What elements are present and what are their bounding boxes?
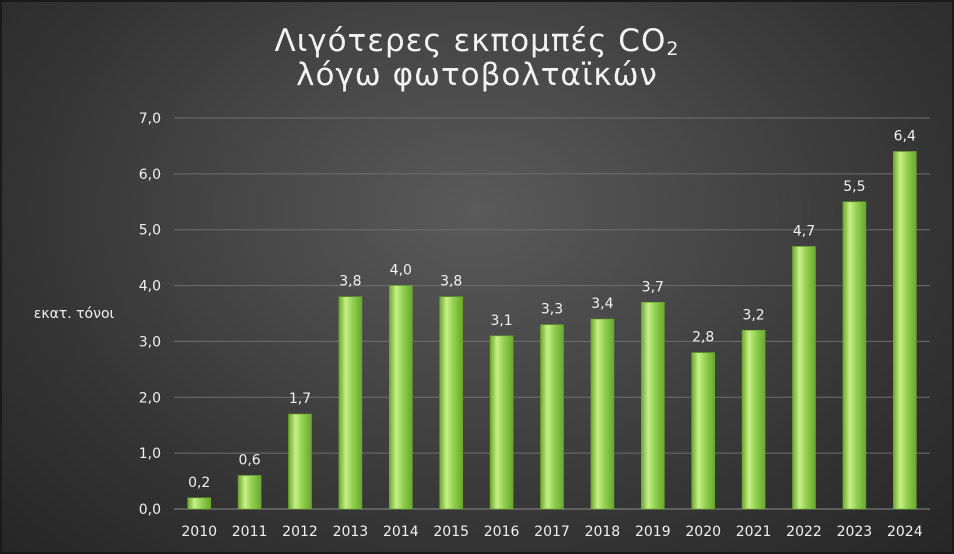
x-tick-label-2012: 2012 bbox=[282, 524, 318, 540]
data-label-2012: 1,7 bbox=[289, 391, 311, 407]
x-tick-label-2024: 2024 bbox=[887, 524, 923, 540]
x-tick-label-2014: 2014 bbox=[383, 524, 419, 540]
y-tick-label: 5,0 bbox=[139, 223, 161, 239]
x-tick-label-2022: 2022 bbox=[786, 524, 822, 540]
y-tick-label: 1,0 bbox=[139, 446, 161, 462]
x-tick-label-2013: 2013 bbox=[333, 524, 369, 540]
x-tick-label-2017: 2017 bbox=[534, 524, 570, 540]
bar-2017 bbox=[540, 324, 564, 510]
y-tick-label: 7,0 bbox=[139, 111, 161, 127]
data-label-2017: 3,3 bbox=[541, 302, 563, 318]
bar-2011 bbox=[237, 475, 262, 510]
chart-title-line2: λόγω φωτοβολταϊκών bbox=[296, 57, 658, 93]
data-label-2014: 4,0 bbox=[390, 263, 412, 279]
data-label-2022: 4,7 bbox=[793, 223, 815, 239]
bar-2021 bbox=[741, 329, 766, 510]
y-tick-label: 3,0 bbox=[139, 334, 161, 350]
bar-2022 bbox=[792, 246, 816, 510]
data-label-2019: 3,7 bbox=[642, 279, 664, 295]
data-label-2018: 3,4 bbox=[591, 296, 613, 312]
y-tick-label: 4,0 bbox=[139, 279, 161, 295]
data-label-2013: 3,8 bbox=[339, 274, 361, 290]
bar-layer bbox=[187, 151, 917, 510]
x-tick-label-2010: 2010 bbox=[181, 524, 217, 540]
bar-2015 bbox=[439, 296, 464, 510]
data-label-2010: 0,2 bbox=[188, 475, 210, 491]
bar-2010 bbox=[187, 497, 211, 510]
x-tick-label-2019: 2019 bbox=[635, 524, 671, 540]
bar-2016 bbox=[489, 335, 514, 510]
y-tick-label: 6,0 bbox=[139, 167, 161, 183]
bar-2023 bbox=[842, 201, 867, 510]
label-layer: 0,0 1,0 2,0 3,0 4,0 5,0 6,0 7,0 0,2 2010 0,6 2011 1,… bbox=[139, 111, 923, 540]
y-axis-label: εκατ. τόνοι bbox=[34, 306, 115, 322]
x-tick-label-2021: 2021 bbox=[736, 524, 772, 540]
x-tick-label-2020: 2020 bbox=[685, 524, 721, 540]
bar-2020 bbox=[691, 352, 716, 510]
data-label-2011: 0,6 bbox=[238, 452, 260, 468]
x-tick-label-2023: 2023 bbox=[837, 524, 873, 540]
data-label-2016: 3,1 bbox=[490, 313, 512, 329]
y-tick-label: 2,0 bbox=[139, 390, 161, 406]
data-label-2024: 6,4 bbox=[894, 129, 916, 145]
bar-2024 bbox=[892, 151, 917, 510]
bar-2012 bbox=[288, 413, 312, 510]
chart-title-main: Λιγότερες εκπομπές CO bbox=[274, 23, 667, 59]
chart-title-subscript: 2 bbox=[666, 38, 680, 60]
bar-2018 bbox=[590, 318, 615, 510]
bar-2019 bbox=[640, 302, 665, 510]
x-tick-label-2011: 2011 bbox=[232, 524, 268, 540]
data-label-2020: 2,8 bbox=[692, 330, 714, 346]
data-label-2023: 5,5 bbox=[843, 179, 865, 195]
chart-title-line1: Λιγότερες εκπομπές CO2 bbox=[2, 23, 952, 60]
x-tick-label-2016: 2016 bbox=[484, 524, 520, 540]
bar-2014 bbox=[388, 285, 413, 510]
y-tick-label: 0,0 bbox=[139, 502, 161, 518]
data-label-2021: 3,2 bbox=[742, 307, 764, 323]
x-tick-label-2015: 2015 bbox=[433, 524, 469, 540]
chart-title: Λιγότερες εκπομπές CO2 λόγω φωτοβολταϊκώ… bbox=[2, 24, 952, 92]
data-label-2015: 3,8 bbox=[440, 274, 462, 290]
bar-2013 bbox=[338, 296, 363, 510]
x-tick-label-2018: 2018 bbox=[585, 524, 621, 540]
